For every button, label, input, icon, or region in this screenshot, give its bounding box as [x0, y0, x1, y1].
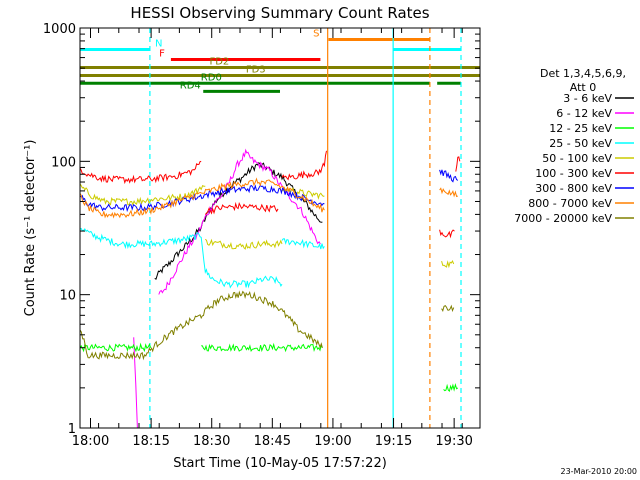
series-line-6-12-kev: [158, 148, 321, 295]
series-line-50-100-kev: [281, 186, 325, 200]
flag-label-fd3: FD3: [246, 65, 266, 76]
y-tick-label: 1000: [43, 22, 76, 37]
legend-header: Att 0: [570, 81, 596, 94]
legend-label-100-300-kev: 100 - 300 keV: [535, 167, 612, 180]
series-line-300-800-kev: [80, 184, 325, 213]
series-line-25-50-kev: [281, 238, 325, 250]
series-6-12-kev: [133, 148, 321, 428]
x-tick-label: 18:30: [193, 434, 230, 449]
legend: Det 1,3,4,5,6,9,Att 03 - 6 keV 6 - 12 keV…: [514, 67, 634, 225]
x-tick-label: 18:45: [254, 434, 291, 449]
series-line-100-300-kev: [439, 229, 455, 239]
series-7000-20000-kev: [80, 290, 455, 361]
legend-label-3-6-kev: 3 - 6 keV: [563, 92, 612, 105]
series-12-25-kev: [80, 342, 459, 393]
y-tick-label: 1: [68, 422, 76, 437]
series-line-100-300-kev: [455, 156, 461, 172]
flag-label-fd2: FD2: [209, 57, 229, 68]
x-tick-label: 18:00: [72, 434, 109, 449]
flag-label-n: N: [155, 38, 162, 49]
x-tick-label: 19:15: [375, 434, 412, 449]
series-line-25-50-kev: [80, 227, 283, 289]
series-line-800-7000-kev: [80, 177, 325, 219]
legend-label-12-25-kev: 12 - 25 keV: [549, 122, 612, 135]
series-300-800-kev: [80, 169, 459, 213]
series-line-50-100-kev: [441, 260, 455, 269]
flag-label-rd4: RD4: [180, 80, 201, 91]
series-50-100-kev: [80, 183, 455, 269]
series-line-100-300-kev: [80, 160, 202, 185]
y-axis-ticks: 1 10 100 1000: [43, 22, 480, 437]
series-line-100-300-kev: [281, 150, 327, 181]
series-800-7000-kev: [80, 177, 458, 219]
series-line-50-100-kev: [80, 183, 206, 206]
series-100-300-kev: [80, 150, 461, 239]
legend-label-800-7000-kev: 800 - 7000 keV: [528, 197, 612, 210]
y-tick-label: 10: [59, 289, 76, 304]
chart-title: HESSI Observing Summary Count Rates: [130, 4, 429, 22]
legend-label-6-12-kev: 6 - 12 keV: [556, 107, 612, 120]
flag-label-rd0: RD0: [201, 72, 222, 83]
series-25-50-kev: [80, 227, 325, 289]
footer-date: 23-Mar-2010 20:00: [561, 467, 638, 476]
x-axis-label: Start Time (10-May-05 17:57:22): [173, 456, 387, 471]
legend-label-7000-20000-kev: 7000 - 20000 keV: [514, 212, 612, 225]
x-tick-label: 19:30: [435, 434, 472, 449]
series-line-7000-20000-kev: [441, 304, 455, 313]
flag-label-f: F: [159, 49, 165, 60]
series-line-12-25-kev: [201, 342, 323, 353]
x-tick-label: 18:15: [132, 434, 169, 449]
series-line-12-25-kev: [443, 382, 459, 393]
y-tick-label: 100: [51, 155, 76, 170]
series-line-6-12-kev: [133, 337, 138, 428]
y-axis-label: Count Rate (s⁻¹ detector⁻¹): [23, 140, 38, 317]
plot-frame: [79, 27, 481, 429]
series-line-300-800-kev: [439, 169, 459, 183]
series-layer: [80, 148, 461, 428]
x-axis-ticks: 18:00 18:15 18:30 18:45 19:00 19:15 19:30: [72, 28, 473, 449]
series-line-100-300-kev: [204, 201, 279, 215]
series-line-50-100-kev: [204, 238, 283, 250]
mode-lines: [149, 28, 462, 428]
series-line-7000-20000-kev: [80, 290, 323, 361]
legend-header: Det 1,3,4,5,6,9,: [540, 67, 626, 80]
legend-label-25-50-kev: 25 - 50 keV: [549, 137, 612, 150]
flag-label-s: S: [313, 28, 319, 39]
x-tick-label: 19:00: [314, 434, 351, 449]
legend-label-50-100-kev: 50 - 100 keV: [542, 152, 612, 165]
series-line-800-7000-kev: [439, 187, 458, 198]
series-line-12-25-kev: [80, 342, 152, 353]
legend-label-300-800-kev: 300 - 800 keV: [535, 182, 612, 195]
